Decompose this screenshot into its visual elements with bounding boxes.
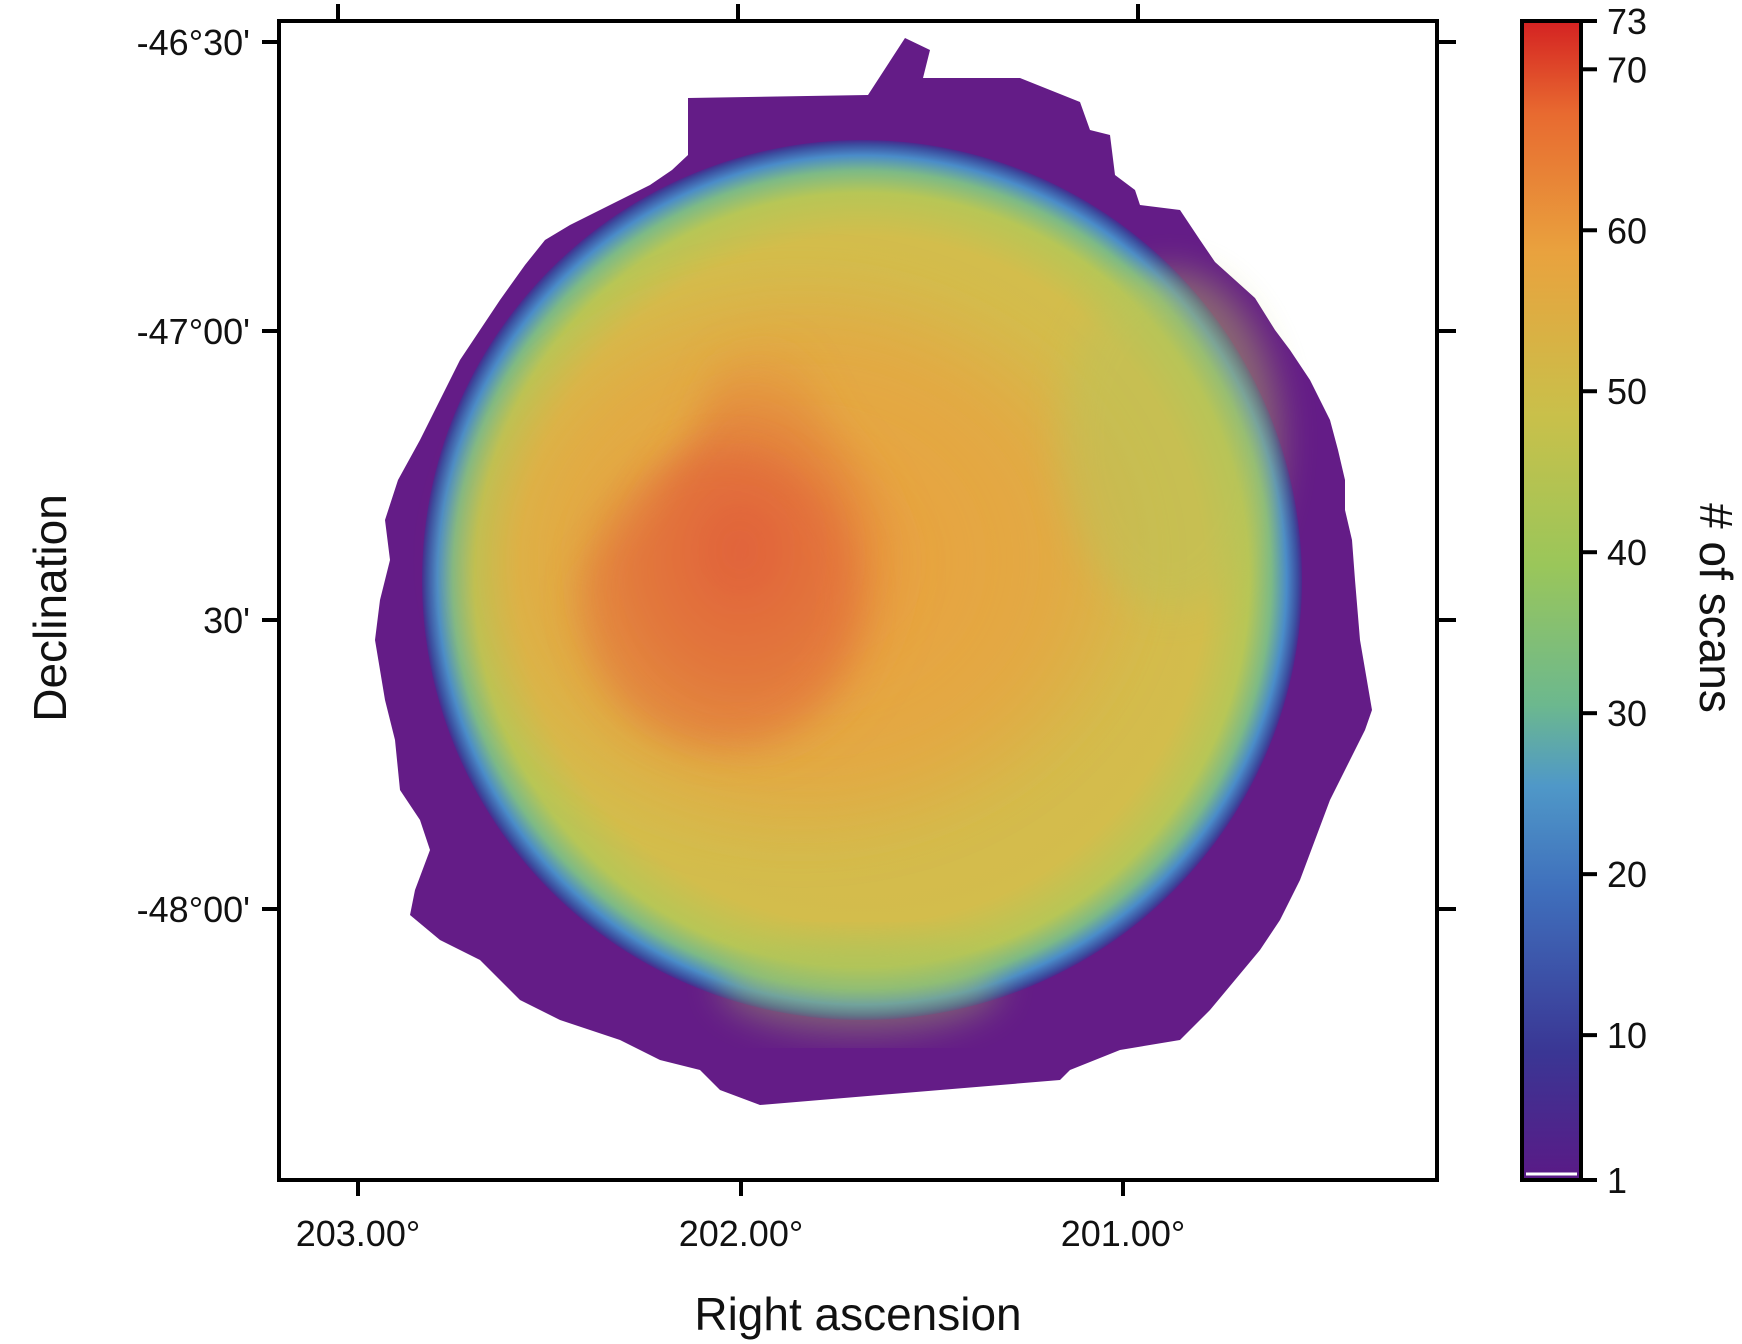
coverage-green-tint-bottom xyxy=(720,940,1000,1030)
colorbar-tick-label-60: 60 xyxy=(1607,210,1647,251)
colorbar-tick-label-40: 40 xyxy=(1607,532,1647,573)
coverage-peak-core xyxy=(580,450,860,750)
colorbar-tick-label-70: 70 xyxy=(1607,49,1647,90)
plot-frame xyxy=(277,19,1439,1182)
coverage-map xyxy=(375,38,1372,1105)
colorbar-ticks: 1 10 20 30 40 50 60 70 73 xyxy=(1581,1,1647,1201)
x-tick-label-202: 202.00° xyxy=(679,1213,804,1254)
colorbar-tick-label-73: 73 xyxy=(1607,1,1647,42)
x-axis: 203.00° 202.00° 201.00° Right ascension xyxy=(296,4,1186,1340)
x-tick-label-201: 201.00° xyxy=(1061,1213,1186,1254)
colorbar-tick-label-1: 1 xyxy=(1607,1160,1627,1201)
coverage-green-tint xyxy=(1060,270,1280,610)
y-axis-title: Declination xyxy=(24,494,76,722)
colorbar-gradient xyxy=(1520,19,1583,1182)
colorbar-tick-label-20: 20 xyxy=(1607,854,1647,895)
colorbar-tick-label-50: 50 xyxy=(1607,371,1647,412)
x-axis-title: Right ascension xyxy=(694,1288,1021,1340)
y-tick-label-2: -47°00' xyxy=(137,311,250,352)
y-tick-label-4: -48°00' xyxy=(137,889,250,930)
colorbar-tick-label-30: 30 xyxy=(1607,693,1647,734)
y-axis: -46°30' -47°00' 30' -48°00' Declination xyxy=(24,22,1456,930)
y-tick-label-3: 30' xyxy=(203,600,250,641)
x-tick-label-203: 203.00° xyxy=(296,1213,421,1254)
colorbar-title: # of scans xyxy=(1690,503,1742,713)
colorbar-tick-label-10: 10 xyxy=(1607,1015,1647,1056)
y-tick-label-1: -46°30' xyxy=(137,22,250,63)
colorbar: 1 10 20 30 40 50 60 70 73 # of scans xyxy=(1520,1,1742,1201)
